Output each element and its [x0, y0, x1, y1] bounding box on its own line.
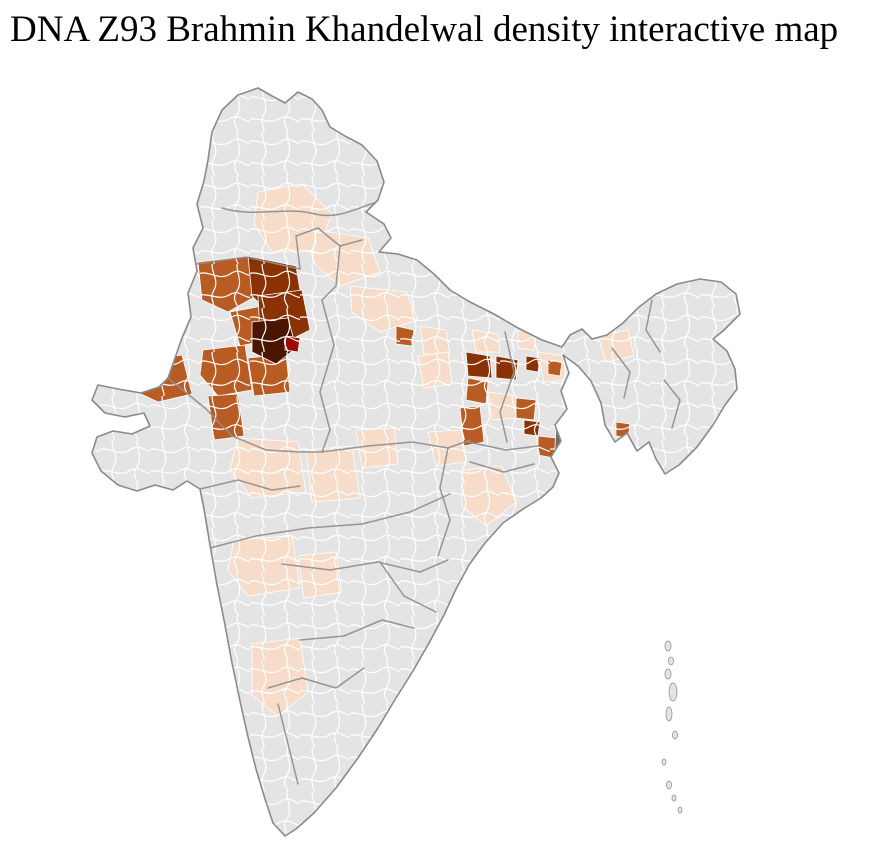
- state-border-line: [299, 619, 415, 641]
- state-border-line: [437, 447, 451, 557]
- andaman-nicobar-islands[interactable]: [661, 640, 683, 814]
- state-border-line: [199, 479, 301, 491]
- island[interactable]: [677, 806, 683, 814]
- island[interactable]: [665, 706, 673, 722]
- page-title: DNA Z93 Brahmin Khandelwal density inter…: [10, 9, 839, 50]
- state-border-line: [221, 201, 379, 217]
- state-border-line: [321, 245, 341, 301]
- island[interactable]: [661, 758, 667, 766]
- state-border-line: [267, 667, 365, 689]
- island[interactable]: [671, 794, 677, 802]
- state-border-line: [321, 439, 471, 453]
- island[interactable]: [664, 668, 672, 680]
- district-no-data[interactable]: [553, 425, 593, 481]
- state-border-line: [663, 379, 681, 429]
- state-border-line: [499, 331, 515, 443]
- state-border-line: [195, 256, 301, 270]
- state-border-line: [467, 441, 539, 451]
- state-border-line: [319, 299, 335, 453]
- state-border-line: [281, 559, 449, 573]
- island[interactable]: [672, 730, 678, 740]
- state-border-line: [295, 227, 363, 270]
- state-border-line: [379, 561, 437, 613]
- state-border-line: [611, 347, 631, 399]
- island[interactable]: [668, 656, 674, 666]
- island[interactable]: [664, 640, 672, 652]
- state-border-line: [277, 703, 299, 785]
- island[interactable]: [668, 682, 678, 702]
- state-border-line: [645, 299, 661, 353]
- island[interactable]: [666, 780, 672, 790]
- state-borders: [167, 201, 681, 785]
- state-border-line: [167, 377, 323, 453]
- state-border-line: [469, 461, 535, 473]
- state-border-line: [209, 493, 451, 549]
- district-boundaries-mesh: [92, 88, 740, 836]
